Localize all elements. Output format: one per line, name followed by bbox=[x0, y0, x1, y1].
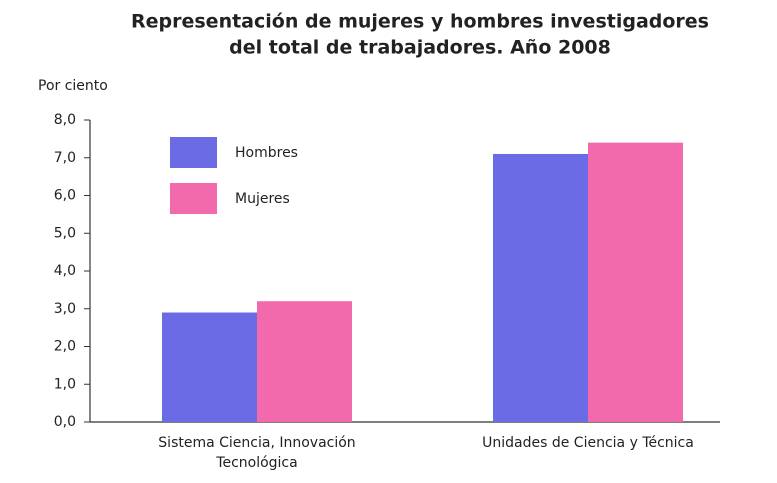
bar bbox=[162, 312, 257, 422]
y-tick-label: 5,0 bbox=[54, 225, 76, 241]
y-tick-label: 3,0 bbox=[54, 301, 76, 317]
legend-swatch bbox=[170, 137, 217, 168]
y-tick-label: 0,0 bbox=[54, 414, 76, 430]
chart-title: del total de trabajadores. Año 2008 bbox=[229, 37, 611, 59]
bar bbox=[493, 153, 588, 422]
y-tick-label: 4,0 bbox=[54, 263, 76, 279]
bar bbox=[588, 142, 683, 422]
chart-title: Representación de mujeres y hombres inve… bbox=[131, 11, 709, 33]
bar bbox=[257, 301, 352, 422]
legend-label: Hombres bbox=[235, 145, 298, 161]
y-axis-label: Por ciento bbox=[38, 78, 108, 94]
y-tick-label: 1,0 bbox=[54, 376, 76, 392]
y-tick-label: 2,0 bbox=[54, 339, 76, 355]
x-tick-label: Sistema Ciencia, Innovación Tecnológica bbox=[158, 435, 356, 471]
x-tick-label: Unidades de Ciencia y Técnica bbox=[482, 435, 694, 451]
legend-label: Mujeres bbox=[235, 191, 290, 207]
legend-swatch bbox=[170, 183, 217, 214]
y-tick-label: 8,0 bbox=[54, 112, 76, 128]
y-tick-label: 6,0 bbox=[54, 188, 76, 204]
y-tick-label: 7,0 bbox=[54, 150, 76, 166]
